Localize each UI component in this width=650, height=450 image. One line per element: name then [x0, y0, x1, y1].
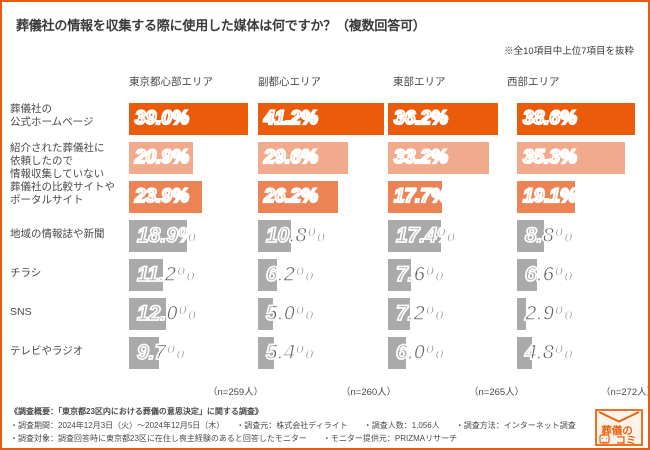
- svg-text:コミ: コミ: [616, 435, 637, 447]
